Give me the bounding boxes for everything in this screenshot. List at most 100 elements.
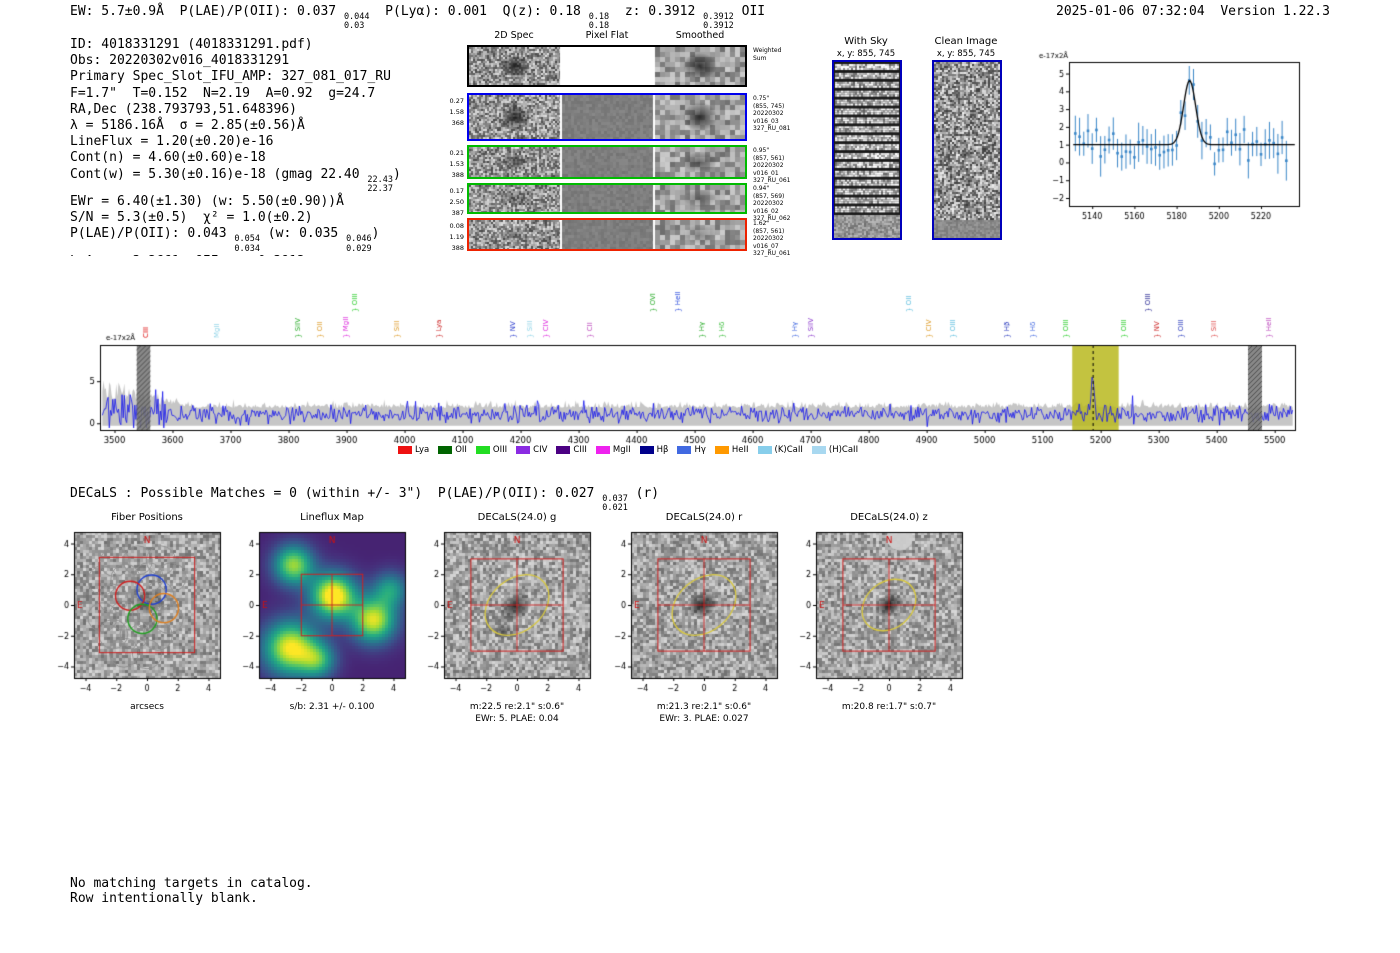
cutout-title-3: DECaLS(24.0) r	[665, 512, 743, 523]
stacked-lower: 0.034	[234, 243, 260, 254]
legend-label: HeII	[731, 445, 749, 455]
stacked-upper: 0.18	[588, 12, 610, 22]
text-segment: F=1.7" T=0.152 N=2.19 A=0.92 g=24.7	[70, 85, 376, 101]
cutout-image-0	[50, 528, 230, 700]
stacked-upper: 0.054	[234, 234, 260, 245]
text-segment: OII	[733, 4, 766, 19]
legend-swatch	[398, 446, 412, 454]
stacked-lower: 0.18	[588, 21, 610, 32]
text-segment: (w: 0.035	[259, 226, 347, 242]
text-segment: λ = 5186.16Å σ = 2.85(±0.56)Å	[70, 118, 305, 134]
cutout-title-0: Fiber Positions	[111, 512, 183, 523]
cutout-image-4	[792, 528, 972, 700]
info-line-5: RA,Dec (238.793793,51.648396)	[70, 102, 401, 118]
cleanimage-fiber-image	[932, 60, 1002, 240]
legend-swatch	[595, 446, 610, 454]
legend-label: MgII	[612, 445, 631, 455]
info-line-11: S/N = 5.3(±0.5) χ² = 1.0(±0.2)	[70, 210, 401, 226]
cutout-caption-2-0: m:22.5 re:2.1" s:0.6"	[469, 702, 565, 712]
cutout-image-2	[420, 528, 600, 700]
info-line-6: λ = 5186.16Å σ = 2.85(±0.56)Å	[70, 118, 401, 134]
withsky-fiber-image	[832, 60, 902, 240]
cutout-image-3	[607, 528, 787, 700]
legend-item-h: Hβ	[639, 445, 669, 455]
spec2d-row-4-meta: 1.62" (857, 561) 20220302 v016_07 327_RU…	[753, 220, 791, 257]
legend-swatch	[475, 446, 490, 454]
info-line-12: P(LAE)/P(OII): 0.043 0.054 0.034 (w: 0.03…	[70, 226, 401, 253]
text-segment: Obs: 20220302v016_4018331291	[70, 53, 290, 69]
legend-item-lya: Lya	[398, 445, 429, 455]
cleanimage-coords: x, y: 855, 745	[936, 49, 996, 59]
info-line-8: Cont(n) = 4.60(±0.60)e-18	[70, 150, 401, 166]
stacked-upper: 0.044	[343, 12, 370, 22]
spec2d-header-smoothed: Smoothed	[675, 30, 725, 41]
text-segment: EW: 5.7±0.9Å P(LAE)/P(OII): 0.037	[70, 4, 344, 19]
text-segment: )	[371, 226, 380, 242]
cutout-title-1: Lineflux Map	[300, 512, 364, 523]
legend-label: Hβ	[656, 445, 669, 455]
cutout-caption-0-0: arcsecs	[130, 702, 164, 712]
spec2d-header-pixelflat: Pixel Flat	[585, 30, 629, 41]
legend-swatch	[516, 446, 531, 454]
spec2d-row-4-image	[467, 218, 747, 251]
text-segment: Cont(w) = 5.30(±0.16)e-18 (gmag 22.40	[70, 166, 368, 182]
info-line-9: Cont(w) = 5.30(±0.16)e-18 (gmag 22.40 22…	[70, 167, 401, 194]
text-segment: z: 0.3912	[609, 4, 704, 19]
legend-item-mgii: MgII	[595, 445, 631, 455]
legend-item-oiii: OIII	[475, 445, 508, 455]
stacked-value: 22.43 22.37	[367, 174, 394, 194]
stacked-value: 0.054 0.034	[234, 234, 260, 254]
legend-label: (K)CaII	[774, 445, 803, 455]
line-fit-plot	[1035, 48, 1307, 230]
cutout-caption-4-0: m:20.8 re:1.7" s:0.7"	[841, 702, 937, 712]
header-timestamp: 2025-01-06 07:32:04 Version 1.22.3	[1056, 4, 1330, 19]
stacked-value: 0.046 0.029	[346, 234, 372, 254]
text-segment: P(LAE)/P(OII): 0.043	[70, 226, 235, 242]
stacked-value: 0.037 0.021	[602, 494, 628, 514]
legend-label: OIII	[492, 445, 508, 455]
stacked-lower: 0.03	[343, 21, 365, 32]
footer-note-2: Row intentionally blank.	[70, 891, 258, 906]
stacked-value: 0.3912 0.3912	[703, 12, 734, 31]
header-summary-line: EW: 5.7±0.9Å P(LAE)/P(OII): 0.037 0.044 0…	[70, 4, 765, 31]
text-segment: EWr = 6.40(±1.30) (w: 5.50(±0.90))Å	[70, 193, 344, 209]
full-spectrum-plot	[58, 256, 1320, 458]
stacked-upper: 0.3912	[703, 12, 734, 22]
legend-label: Lya	[415, 445, 430, 455]
spec2d-row-2-image	[467, 145, 747, 179]
stacked-value: 0.18 0.18	[588, 12, 610, 32]
stacked-upper: 0.037	[602, 494, 628, 504]
text-segment: Primary Spec_Slot_IFU_AMP: 327_081_017_R…	[70, 69, 391, 85]
cutout-image-1	[235, 528, 415, 700]
spec2d-row-2-weights: 0.21 1.53 388	[449, 149, 464, 180]
text-segment: (r)	[627, 486, 660, 501]
spec2d-row-0-meta: Weighted Sum	[753, 47, 782, 62]
stacked-upper: 22.43	[367, 174, 394, 185]
text-segment: DECaLS : Possible Matches = 0 (within +/…	[70, 486, 603, 501]
spec2d-row-1-image	[467, 93, 747, 141]
spec2d-row-3-meta: 0.94" (857, 569) 20220302 v016_02 327_RU…	[753, 185, 791, 222]
cutout-title-2: DECaLS(24.0) g	[477, 512, 557, 523]
stacked-lower: 0.029	[346, 243, 372, 254]
cutout-caption-3-0: m:21.3 re:2.1" s:0.6"	[656, 702, 752, 712]
withsky-coords: x, y: 855, 745	[836, 49, 896, 59]
info-line-2: Obs: 20220302v016_4018331291	[70, 53, 401, 69]
legend-item-ciii: CIII	[556, 445, 587, 455]
stacked-lower: 0.021	[602, 503, 628, 514]
spec2d-row-4-weights: 0.08 1.19 388	[449, 222, 464, 253]
legend-label: Hγ	[694, 445, 706, 455]
text-segment: P(Lyα): 0.001 Q(z): 0.18	[369, 4, 589, 19]
spec2d-header-2dspec: 2D Spec	[494, 30, 534, 41]
stacked-upper: 0.046	[346, 234, 372, 245]
decals-match-line: DECaLS : Possible Matches = 0 (within +/…	[70, 486, 659, 513]
cutout-caption-1-0: s/b: 2.31 +/- 0.100	[289, 702, 375, 712]
cleanimage-title: Clean Image	[934, 36, 998, 47]
legend-item-h: Hγ	[677, 445, 706, 455]
withsky-title: With Sky	[844, 36, 888, 47]
info-line-3: Primary Spec_Slot_IFU_AMP: 327_081_017_R…	[70, 69, 401, 85]
legend-swatch	[639, 446, 654, 454]
legend-label: OII	[455, 445, 467, 455]
legend-item-hcaii: (H)CaII	[811, 445, 858, 455]
spec2d-row-1-meta: 0.75" (855, 745) 20220302 v016_03 327_RU…	[753, 95, 791, 132]
